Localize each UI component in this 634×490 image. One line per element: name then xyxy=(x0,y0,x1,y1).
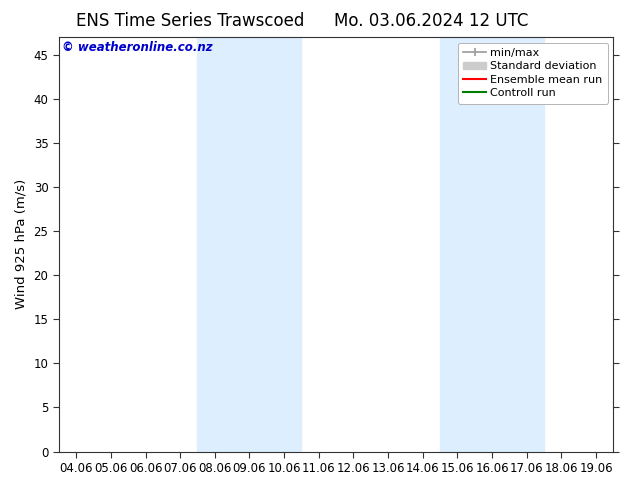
Text: Mo. 03.06.2024 12 UTC: Mo. 03.06.2024 12 UTC xyxy=(334,12,528,30)
Text: ENS Time Series Trawscoed: ENS Time Series Trawscoed xyxy=(76,12,304,30)
Text: © weatheronline.co.nz: © weatheronline.co.nz xyxy=(61,41,212,54)
Bar xyxy=(440,37,544,452)
Legend: min/max, Standard deviation, Ensemble mean run, Controll run: min/max, Standard deviation, Ensemble me… xyxy=(458,43,608,104)
Bar xyxy=(198,37,302,452)
Y-axis label: Wind 925 hPa (m/s): Wind 925 hPa (m/s) xyxy=(15,179,28,310)
